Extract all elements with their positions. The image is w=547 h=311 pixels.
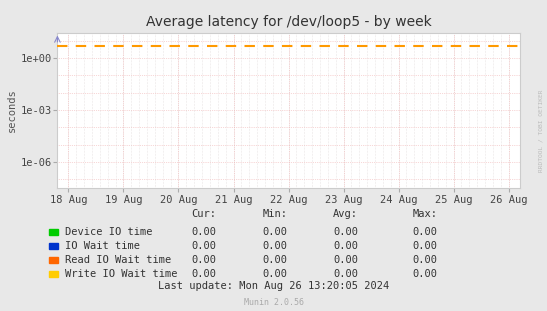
- Text: 0.00: 0.00: [412, 269, 438, 279]
- Text: Read IO Wait time: Read IO Wait time: [65, 255, 171, 265]
- Text: 0.00: 0.00: [191, 241, 216, 251]
- Text: Cur:: Cur:: [191, 209, 216, 219]
- Text: 0.00: 0.00: [412, 255, 438, 265]
- Text: 0.00: 0.00: [333, 255, 358, 265]
- Text: Last update: Mon Aug 26 13:20:05 2024: Last update: Mon Aug 26 13:20:05 2024: [158, 281, 389, 290]
- Title: Average latency for /dev/loop5 - by week: Average latency for /dev/loop5 - by week: [146, 15, 432, 29]
- Text: Write IO Wait time: Write IO Wait time: [65, 269, 177, 279]
- Text: 0.00: 0.00: [262, 255, 287, 265]
- Text: 0.00: 0.00: [191, 227, 216, 237]
- Text: Device IO time: Device IO time: [65, 227, 152, 237]
- Text: Munin 2.0.56: Munin 2.0.56: [243, 298, 304, 307]
- Text: 0.00: 0.00: [191, 269, 216, 279]
- Text: 0.00: 0.00: [262, 269, 287, 279]
- Text: 0.00: 0.00: [412, 241, 438, 251]
- Text: IO Wait time: IO Wait time: [65, 241, 139, 251]
- Text: 0.00: 0.00: [333, 269, 358, 279]
- Text: 0.00: 0.00: [333, 241, 358, 251]
- Text: 0.00: 0.00: [333, 227, 358, 237]
- Text: 0.00: 0.00: [412, 227, 438, 237]
- Text: Max:: Max:: [412, 209, 438, 219]
- Text: 0.00: 0.00: [262, 241, 287, 251]
- Text: 0.00: 0.00: [191, 255, 216, 265]
- Text: 0.00: 0.00: [262, 227, 287, 237]
- Text: RRDTOOL / TOBI OETIKER: RRDTOOL / TOBI OETIKER: [538, 89, 543, 172]
- Text: Min:: Min:: [262, 209, 287, 219]
- Y-axis label: seconds: seconds: [7, 89, 16, 132]
- Text: Avg:: Avg:: [333, 209, 358, 219]
